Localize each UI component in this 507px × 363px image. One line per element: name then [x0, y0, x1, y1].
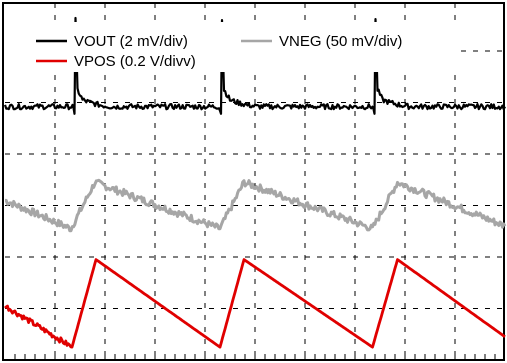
legend-label-vneg: VNEG (50 mV/div) — [279, 33, 402, 50]
legend: VOUT (2 mV/div) VNEG (50 mV/div) VPOS (0… — [5, 22, 460, 72]
legend-background — [5, 22, 460, 72]
legend-label-vout: VOUT (2 mV/div) — [74, 33, 188, 50]
trace-vout — [3, 16, 506, 115]
trace-vneg — [4, 178, 507, 233]
trace-vpos — [4, 258, 506, 349]
traces — [3, 16, 507, 349]
grid — [5, 3, 505, 360]
legend-label-vpos: VPOS (0.2 V/divv) — [74, 53, 196, 70]
